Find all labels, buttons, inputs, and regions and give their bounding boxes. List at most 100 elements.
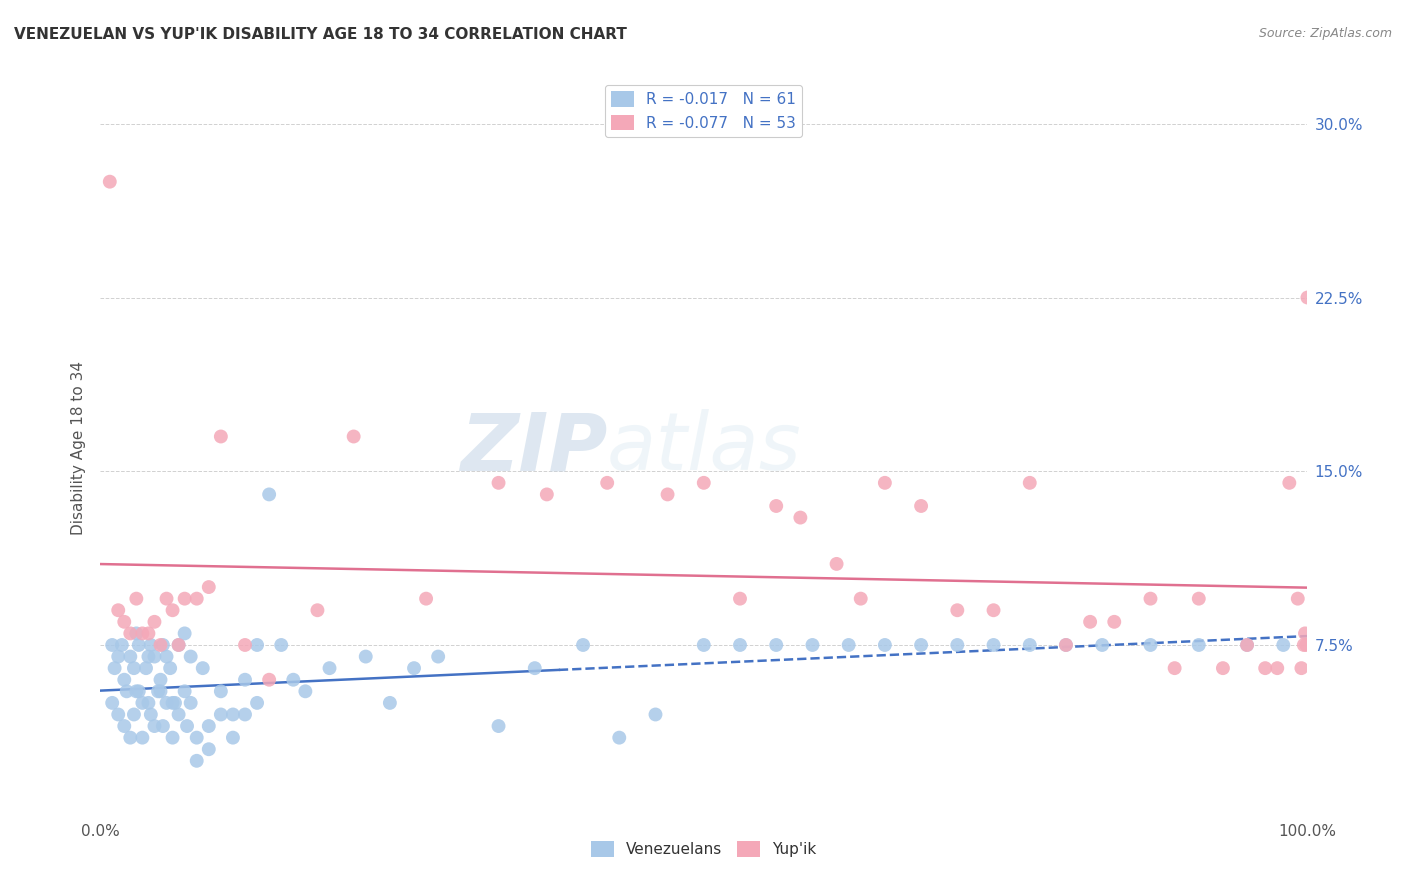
Point — [910, 499, 932, 513]
Point — [122, 661, 145, 675]
Point — [209, 707, 232, 722]
Point — [378, 696, 401, 710]
Point — [801, 638, 824, 652]
Point — [167, 707, 190, 722]
Point — [125, 626, 148, 640]
Point — [120, 731, 142, 745]
Point — [307, 603, 329, 617]
Point — [128, 638, 150, 652]
Point — [1091, 638, 1114, 652]
Point — [728, 591, 751, 606]
Point — [946, 603, 969, 617]
Point — [162, 731, 184, 745]
Point — [197, 742, 219, 756]
Point — [128, 684, 150, 698]
Point — [1272, 638, 1295, 652]
Point — [139, 638, 162, 652]
Point — [657, 487, 679, 501]
Point — [176, 719, 198, 733]
Point — [789, 510, 811, 524]
Point — [1291, 661, 1313, 675]
Point — [186, 731, 208, 745]
Point — [246, 696, 269, 710]
Point — [107, 649, 129, 664]
Point — [1054, 638, 1077, 652]
Point — [873, 475, 896, 490]
Point — [825, 557, 848, 571]
Point — [167, 638, 190, 652]
Point — [294, 684, 316, 698]
Point — [120, 626, 142, 640]
Point — [159, 661, 181, 675]
Point — [1286, 591, 1309, 606]
Point — [180, 696, 202, 710]
Point — [222, 731, 245, 745]
Point — [191, 661, 214, 675]
Point — [131, 696, 153, 710]
Point — [104, 661, 127, 675]
Point — [873, 638, 896, 652]
Point — [765, 499, 787, 513]
Point — [1254, 661, 1277, 675]
Point — [197, 580, 219, 594]
Point — [111, 638, 134, 652]
Point — [98, 175, 121, 189]
Point — [838, 638, 860, 652]
Point — [318, 661, 340, 675]
Point — [1294, 626, 1316, 640]
Point — [112, 673, 135, 687]
Point — [233, 638, 256, 652]
Point — [1188, 638, 1211, 652]
Point — [233, 673, 256, 687]
Point — [173, 684, 195, 698]
Point — [107, 707, 129, 722]
Point — [197, 719, 219, 733]
Point — [149, 673, 172, 687]
Point — [536, 487, 558, 501]
Point — [163, 696, 186, 710]
Point — [427, 649, 450, 664]
Point — [155, 591, 177, 606]
Point — [209, 684, 232, 698]
Point — [101, 638, 124, 652]
Point — [155, 696, 177, 710]
Point — [152, 719, 174, 733]
Y-axis label: Disability Age 18 to 34: Disability Age 18 to 34 — [72, 361, 86, 535]
Point — [1139, 638, 1161, 652]
Point — [728, 638, 751, 652]
Point — [138, 649, 160, 664]
Point — [186, 591, 208, 606]
Point — [122, 707, 145, 722]
Point — [257, 673, 280, 687]
Point — [644, 707, 666, 722]
Text: VENEZUELAN VS YUP'IK DISABILITY AGE 18 TO 34 CORRELATION CHART: VENEZUELAN VS YUP'IK DISABILITY AGE 18 T… — [14, 27, 627, 42]
Point — [125, 591, 148, 606]
Legend: Venezuelans, Yup'ik: Venezuelans, Yup'ik — [585, 835, 823, 863]
Point — [112, 615, 135, 629]
Point — [572, 638, 595, 652]
Point — [135, 661, 157, 675]
Point — [143, 649, 166, 664]
Point — [765, 638, 787, 652]
Point — [180, 649, 202, 664]
Point — [488, 719, 510, 733]
Point — [1292, 638, 1315, 652]
Point — [143, 719, 166, 733]
Point — [1236, 638, 1258, 652]
Point — [1236, 638, 1258, 652]
Point — [1139, 591, 1161, 606]
Point — [1163, 661, 1185, 675]
Point — [112, 719, 135, 733]
Point — [146, 684, 169, 698]
Point — [173, 626, 195, 640]
Point — [402, 661, 425, 675]
Point — [283, 673, 305, 687]
Point — [607, 731, 630, 745]
Point — [1296, 291, 1319, 305]
Point — [523, 661, 546, 675]
Point — [209, 429, 232, 443]
Point — [173, 591, 195, 606]
Point — [1078, 615, 1101, 629]
Point — [131, 731, 153, 745]
Point — [1054, 638, 1077, 652]
